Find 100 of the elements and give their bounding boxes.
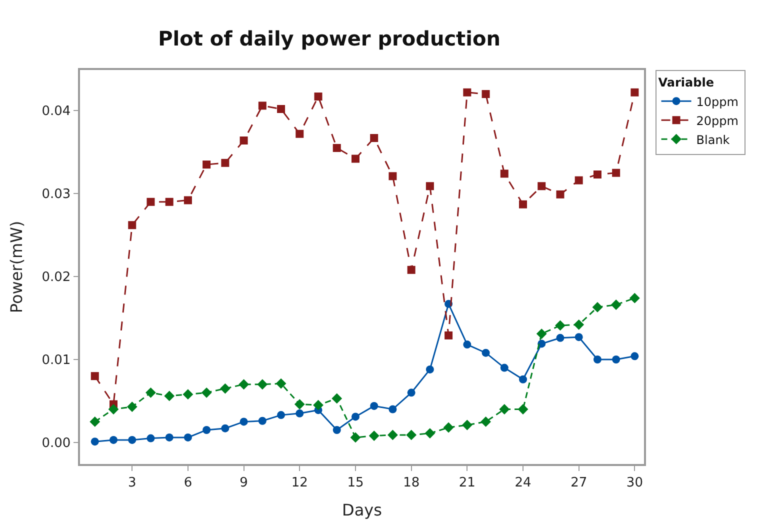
point: [240, 418, 248, 426]
point: [332, 393, 342, 404]
point: [610, 300, 622, 310]
point: [165, 433, 174, 442]
point: [406, 430, 417, 440]
point: [294, 399, 305, 410]
x-tick-label: 21: [458, 475, 476, 490]
point: [482, 348, 490, 357]
point: [126, 402, 138, 412]
point: [182, 389, 194, 400]
point: [110, 436, 118, 444]
point: [388, 430, 398, 440]
point: [313, 400, 324, 410]
legend-label: 10ppm: [696, 94, 738, 109]
point: [500, 170, 508, 178]
point: [538, 182, 546, 190]
point: [165, 198, 174, 206]
x-axis-title: Days: [342, 500, 382, 520]
point: [202, 160, 211, 169]
x-tick-label: 27: [570, 475, 588, 490]
y-tick-label: 0.03: [42, 187, 71, 202]
point: [426, 182, 434, 190]
y-axis-title: Power(mW): [7, 220, 26, 314]
point: [314, 92, 322, 101]
point: [480, 416, 491, 427]
point: [612, 168, 620, 177]
legend-label: Blank: [696, 132, 730, 147]
point: [184, 433, 192, 442]
point: [629, 292, 640, 304]
legend-title: Variable: [658, 76, 714, 90]
point: [184, 196, 192, 204]
point: [90, 372, 99, 380]
y-tick-label: 0.04: [42, 104, 71, 120]
point: [146, 434, 155, 442]
point: [556, 334, 564, 342]
point: [426, 365, 434, 374]
x-tick-label: 6: [184, 475, 192, 490]
point: [630, 352, 639, 360]
point: [277, 411, 286, 420]
point: [258, 416, 266, 425]
point: [556, 190, 564, 198]
point: [518, 404, 528, 414]
point: [499, 404, 510, 414]
point: [128, 221, 136, 230]
point: [296, 130, 304, 138]
point: [146, 198, 155, 206]
point: [146, 387, 156, 398]
point: [238, 379, 249, 390]
point: [351, 412, 360, 421]
point: [444, 331, 453, 340]
point: [593, 355, 602, 364]
point: [221, 158, 230, 167]
point: [332, 144, 341, 152]
x-tick-label: 24: [514, 475, 532, 490]
point: [519, 200, 528, 208]
chart-title: Plot of daily power production: [158, 26, 500, 51]
point: [221, 424, 230, 432]
point: [370, 402, 378, 410]
x-tick-label: 18: [403, 475, 420, 490]
point: [220, 383, 230, 394]
point: [612, 355, 620, 364]
point: [258, 102, 266, 110]
point: [482, 90, 490, 98]
point: [443, 422, 454, 433]
point: [407, 388, 416, 397]
point: [350, 432, 361, 443]
point: [370, 134, 378, 142]
x-tick-label: 9: [240, 475, 248, 490]
legend-label: 20ppm: [696, 114, 738, 128]
point: [368, 430, 380, 441]
y-tick-label: 0.02: [42, 270, 71, 286]
point: [462, 420, 472, 430]
point: [277, 104, 286, 113]
point: [128, 436, 136, 444]
point: [332, 426, 341, 434]
x-tick-label: 30: [626, 475, 643, 490]
point: [574, 319, 584, 330]
point: [240, 136, 248, 145]
point: [108, 404, 119, 414]
point: [90, 438, 99, 446]
point: [593, 170, 602, 179]
x-tick-label: 12: [291, 475, 308, 490]
point: [630, 88, 639, 96]
point: [276, 378, 286, 389]
x-tick-label: 3: [128, 475, 136, 490]
point: [424, 428, 436, 439]
point: [519, 375, 528, 384]
y-tick-label: 0.01: [42, 353, 71, 368]
point: [463, 88, 472, 96]
point: [296, 409, 304, 418]
point: [500, 364, 508, 372]
point: [202, 426, 211, 434]
point: [536, 328, 547, 339]
point: [463, 340, 472, 349]
point: [388, 405, 397, 414]
point: [574, 176, 583, 184]
point: [90, 416, 100, 427]
point: [592, 302, 603, 312]
point: [407, 266, 416, 274]
point: [351, 154, 360, 163]
